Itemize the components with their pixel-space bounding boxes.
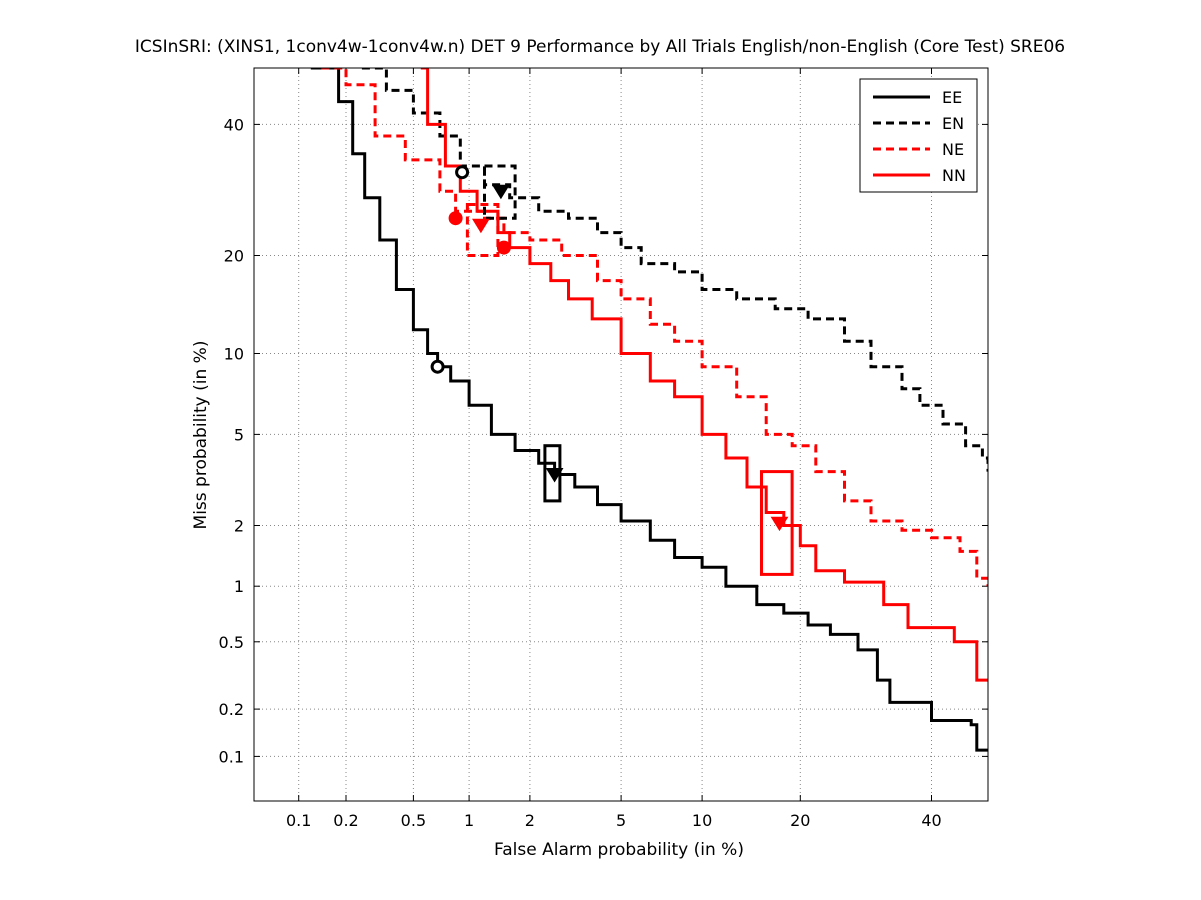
x-tick-labels: 0.1 0.2 0.5 1 2 5 10 20 40 [286,811,942,830]
y-tick-label: 0.5 [219,633,244,652]
series-line-nn [420,68,988,682]
legend: EE EN NE NN [859,78,978,193]
x-tick-label: 0.5 [401,811,426,830]
x-axis-label: False Alarm probability (in %) [494,840,744,860]
min-dcf-marker-ne [448,211,463,226]
min-dcf-marker-nn [496,240,511,255]
y-tick-label: 0.1 [219,747,244,766]
x-tick-label: 20 [790,811,810,830]
confidence-box-nn [760,470,794,576]
marker-layer [430,165,789,532]
confidence-box-en [483,164,517,220]
chart-title: ICSInSRI: (XINS1, 1conv4w-1conv4w.n) DET… [135,37,1065,57]
act-dcf-marker-ee [545,468,564,483]
legend-label-ne: NE [942,140,964,159]
y-tick-label: 20 [224,247,244,266]
x-tick-label: 1 [464,811,474,830]
plot-frame [253,67,989,802]
legend-label-en: EN [942,114,964,133]
y-tick-label: 10 [224,345,244,364]
grid [254,68,988,801]
x-tick-label: 2 [525,811,535,830]
series-line-ne [321,68,988,587]
confidence-box-ne [465,203,500,257]
legend-label-ee: EE [942,88,962,107]
act-dcf-marker-en [492,184,510,200]
series-line-ee [310,68,988,752]
min-dcf-marker-ee [430,359,445,374]
x-tick-label: 5 [616,811,626,830]
x-tick-label: 10 [692,811,712,830]
y-tick-label: 1 [234,577,244,596]
confidence-box-layer [465,164,794,576]
x-tick-label: 0.2 [333,811,358,830]
y-tick-labels: 0.1 0.2 0.5 1 2 5 10 20 40 [219,115,244,766]
x-tick-label: 40 [921,811,941,830]
x-tick-label: 0.1 [286,811,311,830]
legend-label-nn: NN [942,166,966,185]
act-dcf-marker-ne [472,218,490,234]
y-tick-label: 2 [234,517,244,536]
y-tick-label: 0.2 [219,700,244,719]
min-dcf-marker-en [455,165,470,180]
y-axis-label: Miss probability (in %) [191,341,211,530]
act-dcf-marker-nn [770,516,789,532]
y-tick-label: 5 [234,425,244,444]
y-tick-label: 40 [224,115,244,134]
